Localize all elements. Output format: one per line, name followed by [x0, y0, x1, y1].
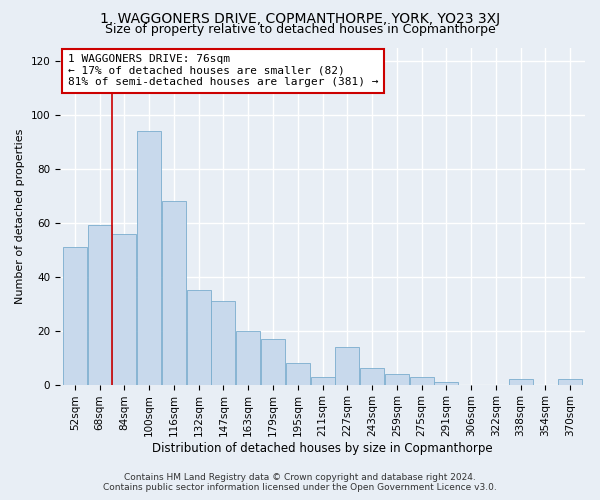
Bar: [112, 234, 136, 384]
Bar: [385, 374, 409, 384]
Bar: [162, 201, 186, 384]
Bar: [236, 330, 260, 384]
Bar: [434, 382, 458, 384]
Text: 1 WAGGONERS DRIVE: 76sqm
← 17% of detached houses are smaller (82)
81% of semi-d: 1 WAGGONERS DRIVE: 76sqm ← 17% of detach…: [68, 54, 379, 88]
Text: 1, WAGGONERS DRIVE, COPMANTHORPE, YORK, YO23 3XJ: 1, WAGGONERS DRIVE, COPMANTHORPE, YORK, …: [100, 12, 500, 26]
Text: Size of property relative to detached houses in Copmanthorpe: Size of property relative to detached ho…: [104, 22, 496, 36]
X-axis label: Distribution of detached houses by size in Copmanthorpe: Distribution of detached houses by size …: [152, 442, 493, 455]
Text: Contains HM Land Registry data © Crown copyright and database right 2024.
Contai: Contains HM Land Registry data © Crown c…: [103, 473, 497, 492]
Bar: [311, 376, 335, 384]
Bar: [335, 347, 359, 385]
Bar: [558, 379, 582, 384]
Bar: [211, 301, 235, 384]
Bar: [410, 376, 434, 384]
Bar: [63, 247, 87, 384]
Y-axis label: Number of detached properties: Number of detached properties: [15, 128, 25, 304]
Bar: [360, 368, 384, 384]
Bar: [187, 290, 211, 384]
Bar: [88, 226, 112, 384]
Bar: [286, 363, 310, 384]
Bar: [261, 339, 285, 384]
Bar: [137, 131, 161, 384]
Bar: [509, 379, 533, 384]
